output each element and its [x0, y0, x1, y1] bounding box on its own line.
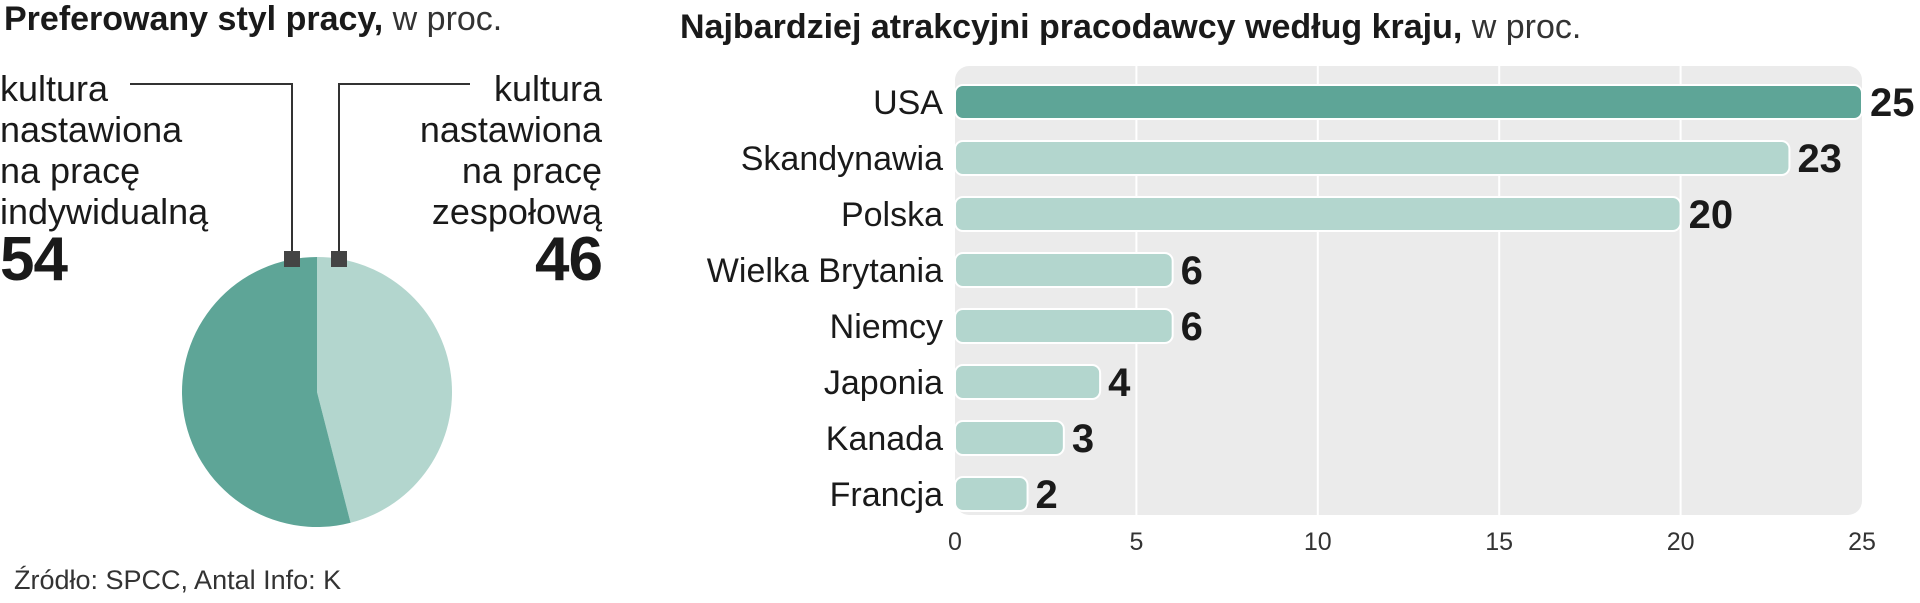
bar: [954, 252, 1174, 288]
pie-label-line: na pracę: [0, 150, 141, 191]
value-label: 23: [1797, 137, 1842, 181]
x-tick-label: 5: [1129, 528, 1143, 556]
category-label: Japonia: [824, 364, 943, 402]
bar: [954, 364, 1102, 400]
value-label: 20: [1689, 193, 1734, 237]
pie-label-line: nastawiona: [419, 109, 602, 150]
leader-team-line: [338, 83, 470, 258]
x-tick-label: 15: [1485, 528, 1513, 556]
bar: [954, 84, 1863, 120]
value-label: 3: [1072, 417, 1094, 461]
pie-value-individual: 54: [0, 225, 68, 294]
value-label: 2: [1036, 473, 1058, 517]
pie-chart: [130, 83, 470, 527]
bar: [954, 140, 1791, 176]
category-label: Wielka Brytania: [707, 252, 943, 290]
pie-label-line: indywidualną: [0, 191, 209, 232]
bar: [954, 308, 1174, 344]
pie-label-line: zespołową: [431, 191, 602, 232]
pie-label-team: kultura nastawiona na pracę zespołową: [420, 68, 602, 232]
leader-team-marker: [331, 251, 347, 267]
category-label: Skandynawia: [741, 140, 943, 178]
category-label: Polska: [841, 196, 943, 234]
value-label: 4: [1108, 361, 1131, 405]
value-label: 25: [1870, 81, 1915, 125]
pie-label-line: kultura: [0, 68, 109, 109]
bar: [954, 476, 1029, 512]
category-label: USA: [873, 84, 943, 122]
x-tick-label: 20: [1667, 528, 1695, 556]
bar-title-bold: Najbardziej atrakcyjni pracodawcy według…: [680, 8, 1463, 46]
source-note: Źródło: SPCC, Antal Info: K: [14, 565, 342, 595]
plot-background: [955, 66, 1862, 515]
bar-chart: 0 5 10 15 20 25 USA 25 Skandynawia 23 Polska 20 Wiel…: [707, 66, 1915, 556]
pie-title-unit: w proc.: [383, 0, 503, 38]
pie-slice-team: [317, 257, 452, 523]
leader-individual-marker: [284, 251, 300, 267]
x-tick-label: 0: [948, 528, 962, 556]
pie-label-line: kultura: [493, 68, 602, 109]
pie-value-team: 46: [535, 225, 603, 294]
category-label: Niemcy: [830, 308, 943, 346]
x-tick-label: 25: [1848, 528, 1876, 556]
pie-title: Preferowany styl pracy, w proc.: [4, 0, 502, 39]
pie-label-line: na pracę: [461, 150, 602, 191]
value-label: 6: [1181, 249, 1203, 293]
pie-label-individual: kultura nastawiona na pracę indywidualną: [0, 68, 208, 232]
pie-label-line: nastawiona: [0, 109, 183, 150]
category-label: Kanada: [826, 420, 943, 458]
bar-title: Najbardziej atrakcyjni pracodawcy według…: [680, 8, 1581, 47]
pie-slice-individual: [181, 257, 351, 527]
value-label: 6: [1181, 305, 1203, 349]
pie-title-bold: Preferowany styl pracy,: [4, 0, 384, 38]
bar: [954, 196, 1682, 232]
x-tick-label: 10: [1304, 528, 1332, 556]
bar: [954, 420, 1065, 456]
leader-individual-line: [130, 83, 293, 258]
bar-title-unit: w proc.: [1462, 8, 1582, 46]
category-label: Francja: [830, 476, 943, 514]
